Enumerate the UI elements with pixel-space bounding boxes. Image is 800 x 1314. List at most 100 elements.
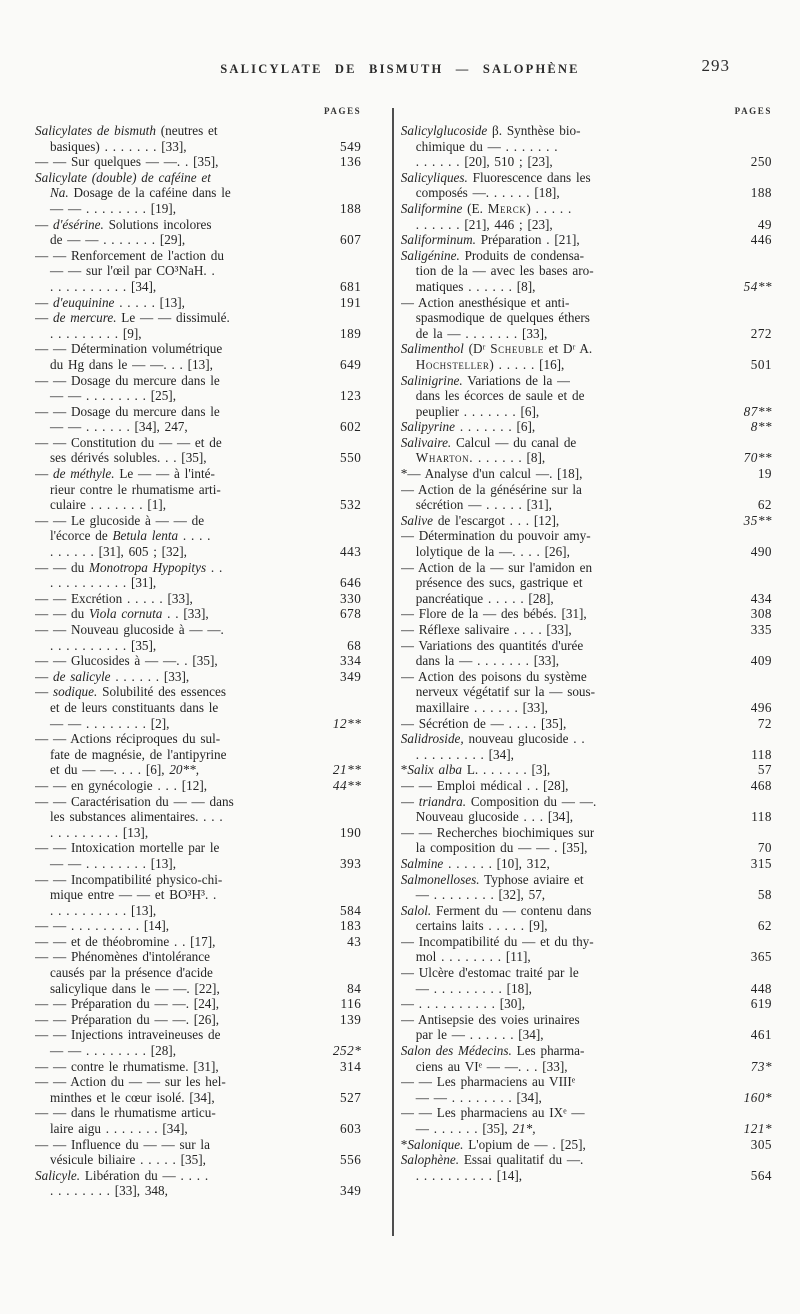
page-ref: 118 bbox=[751, 746, 772, 762]
entry-headword: Salicyliques. bbox=[400, 169, 468, 185]
entry-fragment: (neutres et bbox=[155, 123, 218, 138]
index-line: — — Influence du — — sur la bbox=[35, 1137, 361, 1153]
entry-text: — de mercure. Le — — dissimulé. bbox=[35, 310, 230, 326]
index-line: — sodique. Solubilité des essences bbox=[35, 684, 361, 700]
entry-fragment: la composition du — — . [35], bbox=[415, 840, 588, 856]
entry-fragment: — . . . . . . . . . . [30], bbox=[400, 996, 525, 1012]
entry-text: — — Les pharmaciens au IXᵉ — bbox=[401, 1105, 585, 1121]
entry-fragment: pancréatique . . . . . [28], bbox=[415, 590, 554, 606]
entry-fragment: — — Dosage du mercure dans le bbox=[35, 372, 220, 388]
index-line: — Détermination du pouvoir amy- bbox=[401, 528, 772, 544]
page-ref: 70** bbox=[743, 450, 772, 466]
page-ref: 549 bbox=[340, 138, 362, 154]
entry-fragment: . . . . . . . . . [13], bbox=[50, 824, 149, 840]
index-line: — — . . . . . . . . [13], 393 bbox=[35, 856, 361, 872]
entry-fragment: peuplier . . . . . . . [6], bbox=[415, 403, 540, 419]
entry-fragment: . . . . . . . . . . [34], bbox=[50, 278, 157, 294]
entry-fragment: Dosage de la caféine dans le bbox=[68, 185, 231, 201]
entry-headword: Salivaire. bbox=[400, 434, 452, 450]
page-ref: 496 bbox=[750, 699, 772, 715]
index-line: dans la — . . . . . . . [33], 409 bbox=[401, 653, 772, 669]
page-ref: 349 bbox=[340, 668, 362, 684]
entry-fragment: Variations de la — bbox=[462, 372, 571, 388]
entry-text: — Action de la — sur l'amidon en bbox=[401, 560, 592, 576]
entry-text: — — Action du — — sur les hel- bbox=[35, 1074, 226, 1090]
index-line: Nouveau glucoside . . . [34], 118 bbox=[401, 809, 772, 825]
page-ref: 461 bbox=[750, 1027, 772, 1043]
index-line: — — Le glucoside à — — de bbox=[35, 513, 361, 529]
entry-text: — — Préparation du — —. [24], bbox=[35, 996, 219, 1012]
index-line: mique entre — — et BO³H³. . bbox=[35, 887, 361, 903]
index-line: Salmonelloses. Typhose aviaire et bbox=[401, 872, 772, 888]
entry-headword: Salive bbox=[400, 512, 434, 528]
entry-text: — — Recherches biochimiques sur bbox=[401, 825, 595, 841]
index-line: mol . . . . . . . . [11], 365 bbox=[401, 949, 772, 965]
entry-text: *Salonique. L'opium de — . [25], bbox=[401, 1137, 586, 1153]
entry-fragment: — bbox=[35, 294, 53, 310]
entry-text: — — du Viola cornuta . . [33], bbox=[35, 606, 209, 622]
entry-fragment: et Dʳ A. bbox=[543, 341, 593, 357]
entry-text: — — Injections intraveineuses de bbox=[35, 1027, 220, 1043]
entry-headword: Salmonelloses. bbox=[400, 871, 480, 887]
index-line: tion de la — avec les bases aro- bbox=[401, 263, 772, 279]
index-line: Salicylate (double) de caféine et bbox=[35, 170, 361, 186]
entry-text: Salicyliques. Fluorescence dans les bbox=[401, 170, 591, 186]
entry-text: — — . . . . . . . . [13], bbox=[35, 856, 176, 872]
page-ref: 19 bbox=[757, 466, 772, 482]
entry-headword: Betula lenta bbox=[112, 528, 179, 544]
index-column-left: PAGES Salicylates de bismuth (neutres et… bbox=[35, 106, 361, 1199]
entry-text: . . . . . . . . . . [13], bbox=[35, 903, 156, 919]
index-line: — — Dosage du mercure dans le bbox=[35, 373, 361, 389]
index-line: . . . . . . . . . . [34], 681 bbox=[35, 279, 361, 295]
page-ref: 121* bbox=[743, 1121, 772, 1136]
entry-text: — — Emploi médical . . [28], bbox=[401, 778, 569, 794]
entry-fragment: Préparation . [21], bbox=[475, 232, 580, 248]
index-line: Na. Dosage de la caféine dans le bbox=[35, 185, 361, 201]
entry-text: — d'ésérine. Solutions incolores bbox=[35, 217, 212, 233]
entry-fragment: — — . . . . . . . . [2], bbox=[50, 715, 170, 731]
entry-fragment: . . . . . . . . . [9], bbox=[50, 325, 142, 341]
index-line: . . . . . . . . [33], 348, 349 bbox=[35, 1183, 361, 1199]
index-line: Salivaire. Calcul — du canal de bbox=[401, 435, 772, 451]
entry-fragment: — Action de la génésérine sur la bbox=[400, 481, 582, 497]
entry-text: . . . . . . [21], 446 ; [23], bbox=[401, 217, 553, 233]
index-line: — Action anesthésique et anti- bbox=[401, 295, 772, 311]
index-line: Salicyliques. Fluorescence dans les bbox=[401, 170, 772, 186]
entry-fragment: . . . . . . . . . . [13], bbox=[50, 902, 157, 918]
page-ref: 443 bbox=[340, 544, 362, 560]
entry-text: ciens au VIᵉ — —. . . [33], bbox=[401, 1059, 568, 1075]
entry-fragment: mol . . . . . . . . [11], bbox=[415, 949, 531, 965]
entry-fragment: — — Action du — — sur les hel- bbox=[35, 1074, 226, 1090]
index-line: Salicylglucoside β. Synthèse bio- bbox=[401, 123, 772, 139]
page-ref: 21** bbox=[332, 762, 362, 778]
entry-fragment: Nouveau glucoside . . . [34], bbox=[415, 809, 574, 825]
entry-text: — — Préparation du — —. [26], bbox=[35, 1012, 219, 1028]
running-head: SALICYLATE DE BISMUTH — SALOPHÈNE bbox=[220, 62, 580, 76]
entry-fragment: basiques) . . . . . . . [33], bbox=[50, 138, 187, 154]
entry-text: — — . . . . . . . . . [14], bbox=[35, 918, 169, 934]
index-entries-left: Salicylates de bismuth (neutres et basiqu… bbox=[35, 123, 361, 1199]
entry-headword: Salipyrine bbox=[400, 419, 456, 435]
entry-text: et de leurs constituants dans le bbox=[35, 700, 218, 716]
entry-fragment: — bbox=[35, 310, 53, 326]
entry-fragment: — — Les pharmaciens au IXᵉ — bbox=[400, 1105, 585, 1121]
entry-text: Salicylates de bismuth (neutres et bbox=[35, 123, 218, 139]
entry-fragment: — bbox=[35, 466, 53, 482]
index-line: — — Caractérisation du — — dans bbox=[35, 794, 361, 810]
entry-text: — Sécrétion de — . . . . [35], bbox=[401, 716, 566, 732]
index-line: — Antisepsie des voies urinaires bbox=[401, 1012, 772, 1028]
entry-text: — . . . . . . [35], 21*, bbox=[401, 1121, 536, 1137]
index-line: — d'ésérine. Solutions incolores bbox=[35, 217, 361, 233]
page-ref: 136 bbox=[340, 154, 362, 170]
entry-text: — — Actions réciproques du sul- bbox=[35, 731, 220, 747]
entry-text: — — dans le rhumatisme articu- bbox=[35, 1105, 216, 1121]
index-line: — Action de la génésérine sur la bbox=[401, 482, 772, 498]
entry-fragment: par le — . . . . . . [34], bbox=[415, 1027, 544, 1043]
entry-text: — — Le glucoside à — — de bbox=[35, 513, 204, 529]
entry-fragment: du Hg dans le — —. . . [13], bbox=[50, 356, 213, 372]
entry-text: *Salix alba L. . . . . . . [3], bbox=[401, 762, 550, 778]
index-line: dans les écorces de saule et de bbox=[401, 388, 772, 404]
entry-text: Salmine . . . . . . [10], 312, bbox=[401, 856, 550, 872]
index-line: — . . . . . . . . . . [30], 619 bbox=[401, 996, 772, 1012]
entry-text: — — . . . . . . [34], 247, bbox=[35, 419, 188, 435]
